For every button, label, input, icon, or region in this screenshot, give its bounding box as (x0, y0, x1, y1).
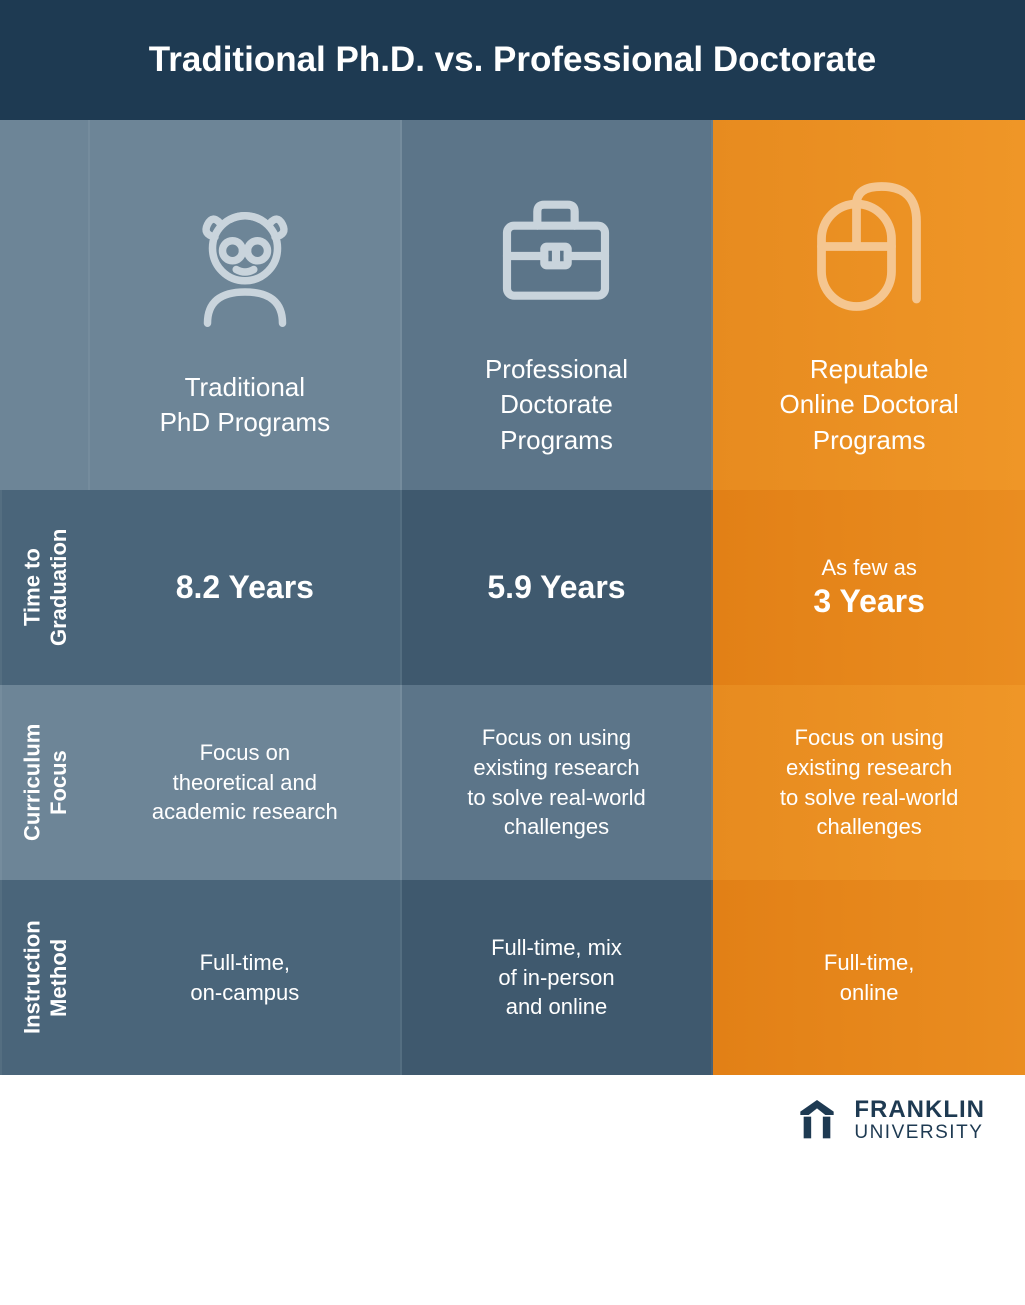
cell-curriculum-professional: Focus on usingexisting researchto solve … (402, 685, 714, 880)
briefcase-icon (481, 174, 631, 324)
professor-icon (170, 192, 320, 342)
brand-line2: UNIVERSITY (854, 1123, 985, 1143)
infographic-root: Traditional Ph.D. vs. Professional Docto… (0, 0, 1025, 1175)
column-title: TraditionalPhD Programs (160, 370, 331, 440)
cell-instruction-online: Full-time,online (713, 880, 1025, 1075)
brand-line1: FRANKLIN (854, 1097, 985, 1122)
value: 5.9 Years (487, 569, 625, 606)
text: Full-time,online (824, 948, 914, 1007)
row-label-instruction: InstructionMethod (0, 880, 90, 1075)
value: 3 Years (813, 583, 925, 619)
value: 8.2 Years (176, 569, 314, 606)
text: Full-time, mixof in-personand online (491, 933, 622, 1022)
text: Focus ontheoretical andacademic research (152, 738, 338, 827)
cell-curriculum-traditional: Focus ontheoretical andacademic research (90, 685, 402, 880)
column-title: ReputableOnline DoctoralPrograms (780, 352, 959, 457)
column-header-professional: ProfessionalDoctoratePrograms (402, 120, 714, 490)
prefix: As few as (813, 555, 925, 581)
column-header-traditional: TraditionalPhD Programs (90, 120, 402, 490)
row-label-time: Time toGraduation (0, 490, 90, 685)
cell-instruction-traditional: Full-time,on-campus (90, 880, 402, 1075)
footer-brand: FRANKLIN UNIVERSITY (854, 1097, 985, 1142)
comparison-grid: TraditionalPhD Programs ProfessionalDoct… (0, 120, 1025, 1075)
cell-instruction-professional: Full-time, mixof in-personand online (402, 880, 714, 1075)
value-group: As few as 3 Years (813, 555, 925, 620)
row-label-curriculum: CurriculumFocus (0, 685, 90, 880)
column-header-online: ReputableOnline DoctoralPrograms (713, 120, 1025, 490)
cell-time-traditional: 8.2 Years (90, 490, 402, 685)
cell-time-online: As few as 3 Years (713, 490, 1025, 685)
corner-cell (0, 120, 90, 490)
cell-time-professional: 5.9 Years (402, 490, 714, 685)
text: Focus on usingexisting researchto solve … (780, 723, 959, 842)
cell-curriculum-online: Focus on usingexisting researchto solve … (713, 685, 1025, 880)
page-title: Traditional Ph.D. vs. Professional Docto… (0, 0, 1025, 120)
text: Full-time,on-campus (190, 948, 299, 1007)
mouse-icon (794, 174, 944, 324)
franklin-logo-icon (792, 1095, 842, 1145)
column-title: ProfessionalDoctoratePrograms (485, 352, 628, 457)
footer: FRANKLIN UNIVERSITY (0, 1075, 1025, 1175)
text: Focus on usingexisting researchto solve … (467, 723, 646, 842)
